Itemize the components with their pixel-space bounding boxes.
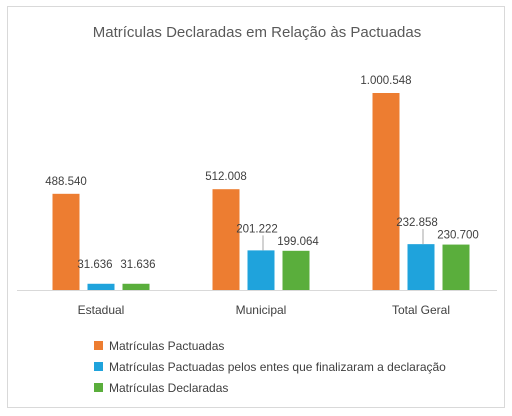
- bar-3-3: [442, 244, 470, 290]
- bar-1-2: [212, 189, 240, 290]
- bar-2-2: [247, 250, 275, 290]
- bar-1-3: [372, 93, 400, 290]
- legend-swatch-declaradas: [94, 383, 103, 392]
- data-label-3-1: 31.636: [120, 259, 155, 271]
- data-label-1-3: 1.000.548: [360, 75, 411, 87]
- category-label-3: Total Geral: [392, 303, 450, 317]
- data-label-2-2: 201.222: [236, 223, 278, 235]
- legend-swatch-pactuadas: [94, 341, 103, 350]
- bar-1-1: [52, 193, 80, 290]
- legend-swatch-finalizaram: [94, 362, 103, 371]
- legend-label-pactuadas: Matrículas Pactuadas: [109, 338, 225, 353]
- bar-2-3: [407, 244, 435, 290]
- bar-3-2: [282, 250, 310, 290]
- category-label-2: Municipal: [236, 303, 287, 317]
- legend-label-declaradas: Matrículas Declaradas: [109, 380, 229, 395]
- data-label-2-1: 31.636: [77, 259, 112, 271]
- data-label-1-1: 488.540: [45, 176, 87, 188]
- category-label-1: Estadual: [78, 303, 125, 317]
- chart-title: Matrículas Declaradas em Relação às Pact…: [93, 24, 422, 41]
- legend: Matrículas Pactuadas Matrículas Pactuada…: [94, 335, 494, 398]
- chart-svg: Matrículas Declaradas em Relação às Pact…: [17, 24, 497, 317]
- data-label-3-2: 199.064: [277, 236, 319, 248]
- data-label-2-3: 232.858: [396, 217, 438, 229]
- data-label-3-3: 230.700: [437, 230, 479, 242]
- data-label-1-2: 512.008: [205, 171, 247, 183]
- legend-label-finalizaram: Matrículas Pactuadas pelos entes que fin…: [109, 359, 446, 374]
- legend-item-declaradas: Matrículas Declaradas: [94, 377, 494, 398]
- legend-item-pactuadas: Matrículas Pactuadas: [94, 335, 494, 356]
- chart-area: Matrículas Declaradas em Relação às Pact…: [7, 6, 505, 408]
- legend-item-finalizaram: Matrículas Pactuadas pelos entes que fin…: [94, 356, 494, 377]
- bar-2-1: [87, 283, 115, 290]
- bar-3-1: [122, 283, 150, 290]
